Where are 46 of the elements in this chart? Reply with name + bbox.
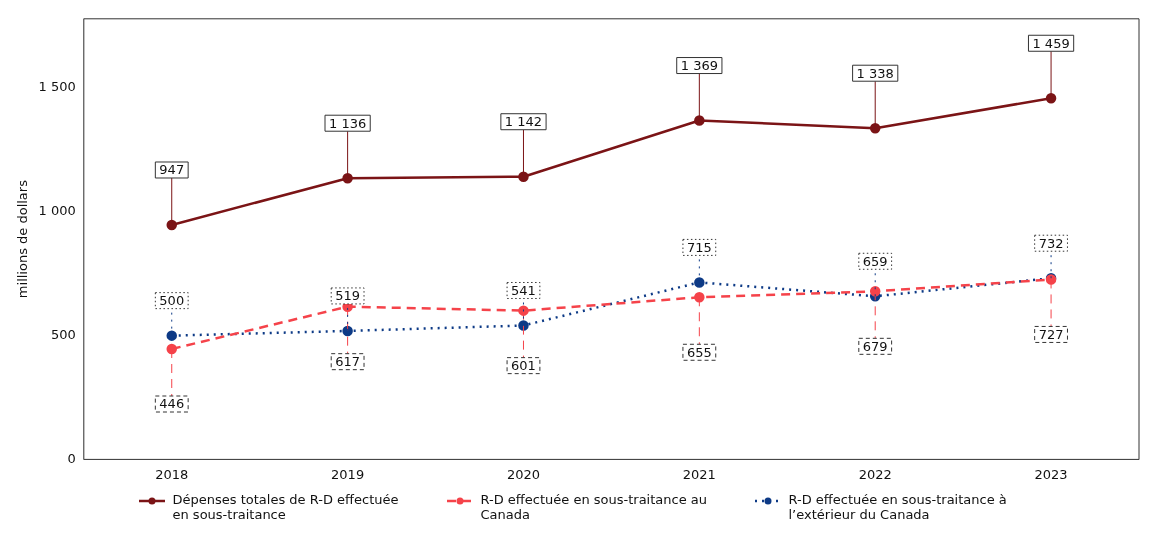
x-tick-label: 2023 xyxy=(1034,466,1068,482)
point xyxy=(166,219,177,231)
y-tick-label: 0 xyxy=(67,450,76,466)
point xyxy=(518,305,529,316)
legend-label: R-D effectuée en sous-traitance au Canada xyxy=(480,492,708,522)
data-label: 519 xyxy=(335,288,361,304)
data-label: 947 xyxy=(159,162,185,178)
y-tick-label: 500 xyxy=(50,327,76,343)
point xyxy=(166,343,177,355)
point xyxy=(342,172,353,184)
data-label: 1 136 xyxy=(329,115,367,131)
point xyxy=(1045,93,1057,104)
y-axis-title: millions de dollars xyxy=(15,179,31,299)
point xyxy=(869,122,881,134)
data-label: 1 459 xyxy=(1032,35,1070,51)
point xyxy=(694,292,705,303)
point xyxy=(694,115,705,126)
point xyxy=(869,286,881,297)
data-label: 679 xyxy=(862,338,888,354)
data-label: 659 xyxy=(862,253,888,269)
x-tick-label: 2021 xyxy=(682,466,716,482)
point xyxy=(694,277,705,288)
point xyxy=(518,320,529,331)
data-label: 655 xyxy=(686,344,712,360)
y-tick-label: 1 500 xyxy=(38,79,76,95)
legend-label: Dépenses totales de R-D effectuée en sous-traitance xyxy=(172,492,400,522)
point xyxy=(518,171,529,182)
data-label: 500 xyxy=(159,293,185,309)
point xyxy=(166,330,177,341)
data-label: 715 xyxy=(686,239,712,255)
x-tick-label: 2019 xyxy=(331,466,365,482)
x-tick-label: 2020 xyxy=(506,466,541,482)
data-label: 732 xyxy=(1038,235,1064,251)
data-label: 601 xyxy=(511,358,536,374)
data-label: 1 142 xyxy=(504,114,543,130)
data-label: 617 xyxy=(335,354,361,370)
point xyxy=(342,325,353,337)
data-label: 727 xyxy=(1038,326,1064,342)
data-label: 541 xyxy=(511,282,536,298)
legend-label: R-D effectuée en sous-traitance à l’extérieur du Canada xyxy=(788,492,1008,522)
y-tick-label: 1 000 xyxy=(38,203,76,219)
data-label: 1 338 xyxy=(856,65,894,81)
data-label: 1 369 xyxy=(680,57,718,73)
x-tick-label: 2018 xyxy=(155,466,189,482)
data-label: 446 xyxy=(159,396,185,412)
x-tick-label: 2022 xyxy=(858,466,892,482)
